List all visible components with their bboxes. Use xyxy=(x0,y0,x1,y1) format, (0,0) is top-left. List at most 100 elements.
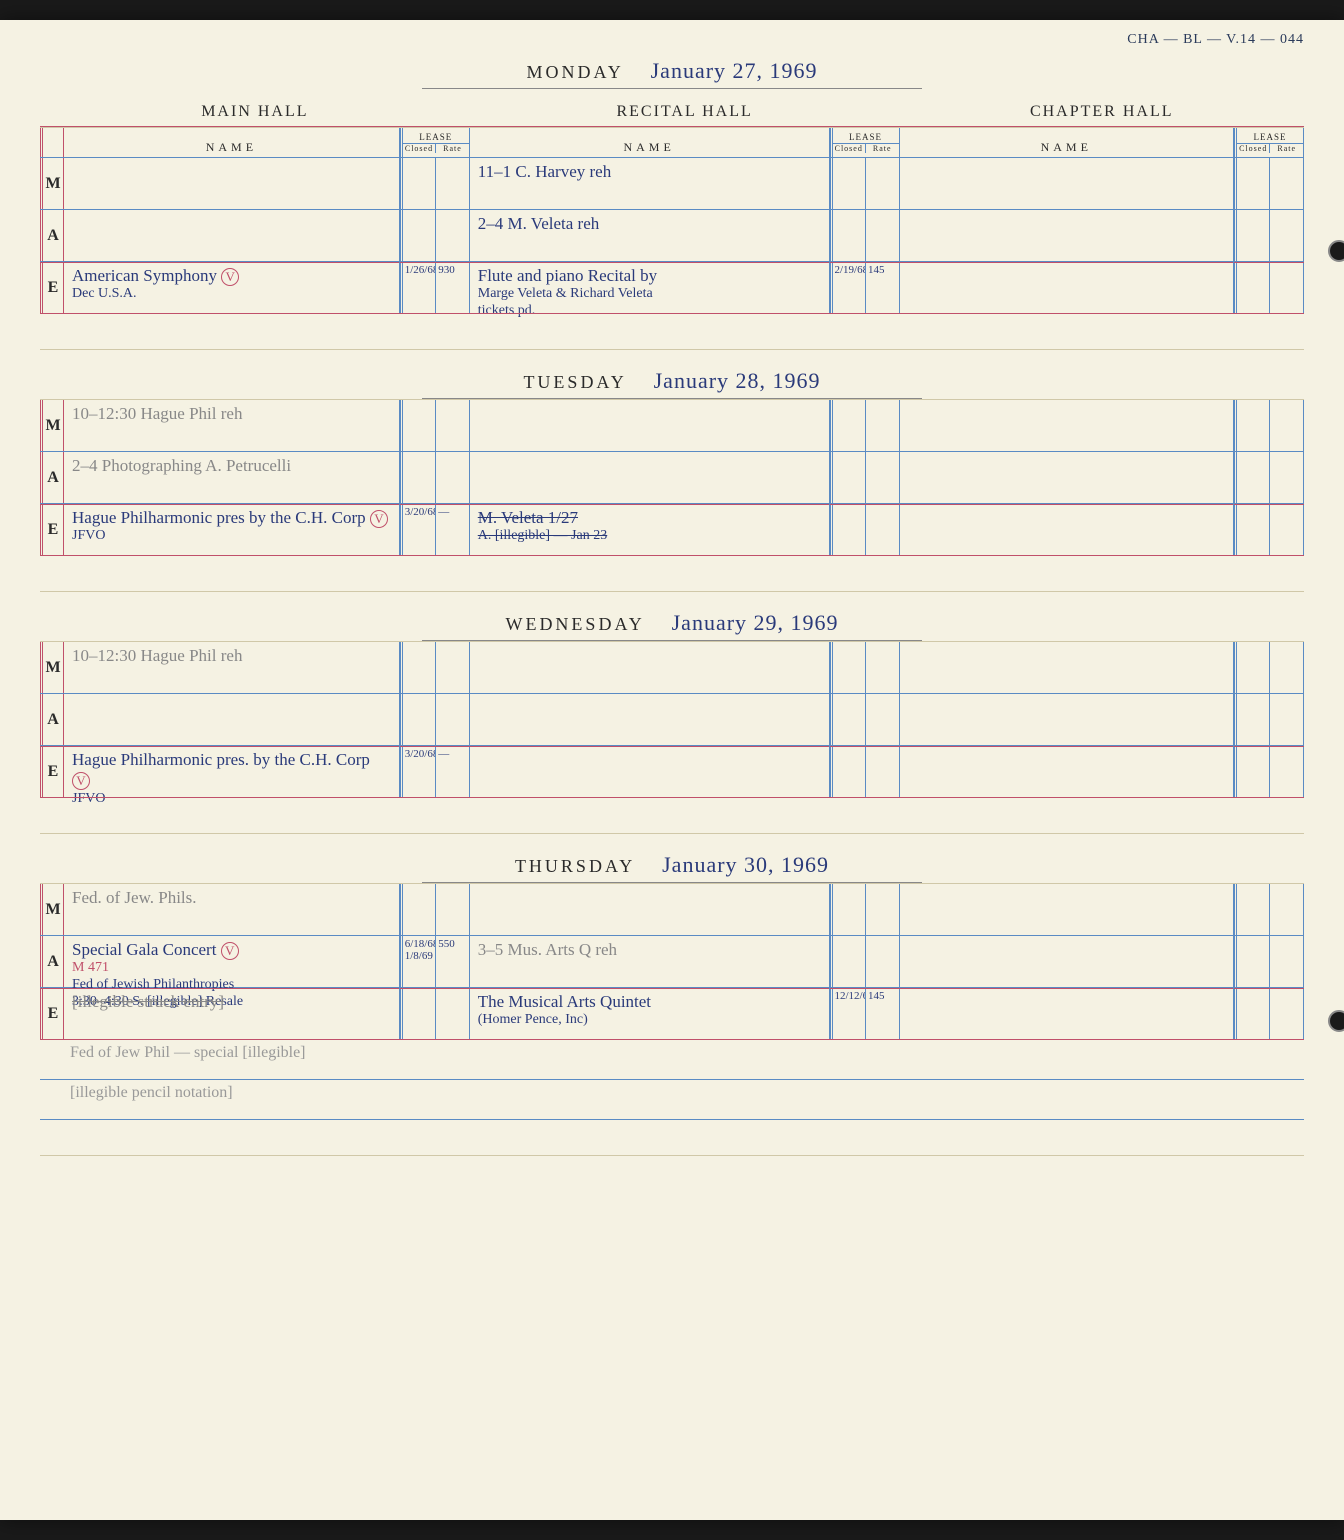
entry-cell xyxy=(900,452,1234,503)
day-header: THURSDAY January 30, 1969 xyxy=(422,844,922,883)
lease-cell xyxy=(1234,262,1304,313)
time-label: E xyxy=(40,988,64,1039)
check-circle-icon: V xyxy=(221,942,239,960)
lease-cell xyxy=(830,642,900,693)
entry-cell: 11–1 C. Harvey reh xyxy=(470,158,830,209)
check-circle-icon: V xyxy=(221,268,239,286)
entry-cell xyxy=(470,400,830,451)
time-label: A xyxy=(40,210,64,261)
days-container: MONDAY January 27, 1969 MAIN HALL RECITA… xyxy=(40,50,1304,1156)
day-date: January 28, 1969 xyxy=(654,368,821,393)
column-headers: NAME LEASE ClosedRate NAME LEASE ClosedR… xyxy=(40,128,1304,158)
entry-cell xyxy=(470,746,830,797)
time-label: E xyxy=(40,262,64,313)
time-label: A xyxy=(40,936,64,987)
entry-cell xyxy=(900,158,1234,209)
day-spacer xyxy=(40,1120,1304,1156)
entry-cell: 2–4 Photographing A. Petrucelli xyxy=(64,452,400,503)
lease-cell xyxy=(830,504,900,555)
hall-headers: MAIN HALL RECITAL HALL CHAPTER HALL xyxy=(40,97,1304,127)
ledger-row: E [illegible struck entry] The Musical A… xyxy=(40,988,1304,1040)
ledger-row: M 10–12:30 Hague Phil reh xyxy=(40,642,1304,694)
day-spacer xyxy=(40,556,1304,592)
ledger-row: A 2–4 Photographing A. Petrucelli xyxy=(40,452,1304,504)
entry-cell: Fed. of Jew. Phils. xyxy=(64,884,400,935)
lease-cell xyxy=(830,158,900,209)
ledger-grid: NAME LEASE ClosedRate NAME LEASE ClosedR… xyxy=(40,127,1304,314)
lease-cell xyxy=(830,936,900,987)
time-label: M xyxy=(40,884,64,935)
day-block: WEDNESDAY January 29, 1969 M 10–12:30 Ha… xyxy=(40,602,1304,834)
ledger-grid: M 10–12:30 Hague Phil reh A xyxy=(40,641,1304,798)
extra-notation-row: [illegible pencil notation] xyxy=(40,1080,1304,1120)
day-of-week: MONDAY xyxy=(526,62,623,82)
lease-cell xyxy=(830,452,900,503)
lease-cell: 3/20/68— xyxy=(400,504,470,555)
time-label: M xyxy=(40,158,64,209)
hall-header-chapter: CHAPTER HALL xyxy=(900,97,1304,127)
margin-column xyxy=(40,128,64,157)
entry-cell xyxy=(900,936,1234,987)
lease-cell xyxy=(1234,504,1304,555)
entry-cell xyxy=(900,884,1234,935)
lease-cell: 1/26/68930 xyxy=(400,262,470,313)
check-circle-icon: V xyxy=(370,510,388,528)
day-block: TUESDAY January 28, 1969 M 10–12:30 Hagu… xyxy=(40,360,1304,592)
ledger-row: M 11–1 C. Harvey reh xyxy=(40,158,1304,210)
lease-cell xyxy=(1234,452,1304,503)
entry-cell xyxy=(900,746,1234,797)
entry-cell: Flute and piano Recital byMarge Veleta &… xyxy=(470,262,830,313)
lease-cell xyxy=(1234,400,1304,451)
name-column-header: NAME xyxy=(64,128,400,157)
day-of-week: TUESDAY xyxy=(523,372,626,392)
lease-cell xyxy=(1234,642,1304,693)
day-date: January 30, 1969 xyxy=(662,852,829,877)
time-label: E xyxy=(40,746,64,797)
day-block: THURSDAY January 30, 1969 M Fed. of Jew.… xyxy=(40,844,1304,1156)
entry-cell: Hague Philharmonic pres by the C.H. Corp… xyxy=(64,504,400,555)
lease-cell xyxy=(400,210,470,261)
archive-reference: CHA — BL — V.14 — 044 xyxy=(1127,32,1304,48)
lease-cell xyxy=(400,400,470,451)
hall-header-recital: RECITAL HALL xyxy=(470,97,900,127)
time-label: A xyxy=(40,452,64,503)
entry-cell: 10–12:30 Hague Phil reh xyxy=(64,400,400,451)
entry-cell xyxy=(900,504,1234,555)
entry-cell: [illegible struck entry] xyxy=(64,988,400,1039)
hall-header-main: MAIN HALL xyxy=(40,97,470,127)
time-label: A xyxy=(40,694,64,745)
lease-cell xyxy=(400,158,470,209)
ledger-row: E Hague Philharmonic pres by the C.H. Co… xyxy=(40,504,1304,556)
name-column-header: NAME xyxy=(900,128,1234,157)
lease-cell: 6/18/681/8/69550 xyxy=(400,936,470,987)
lease-cell: 2/19/68145 xyxy=(830,262,900,313)
entry-cell: 3–5 Mus. Arts Q reh xyxy=(470,936,830,987)
ledger-row: M Fed. of Jew. Phils. xyxy=(40,884,1304,936)
lease-cell xyxy=(1234,694,1304,745)
ledger-grid: M Fed. of Jew. Phils. A Special Gala Con… xyxy=(40,883,1304,1120)
entry-cell xyxy=(900,694,1234,745)
lease-cell xyxy=(1234,988,1304,1039)
entry-cell: Hague Philharmonic pres. by the C.H. Cor… xyxy=(64,746,400,797)
day-of-week: THURSDAY xyxy=(515,856,635,876)
entry-cell xyxy=(64,694,400,745)
ledger-grid: M 10–12:30 Hague Phil reh A 2–4 Photogra… xyxy=(40,399,1304,556)
entry-cell xyxy=(900,642,1234,693)
ledger-row: M 10–12:30 Hague Phil reh xyxy=(40,400,1304,452)
day-header: WEDNESDAY January 29, 1969 xyxy=(422,602,922,641)
day-header: MONDAY January 27, 1969 xyxy=(422,50,922,89)
lease-cell xyxy=(400,642,470,693)
entry-cell xyxy=(64,210,400,261)
entry-cell: M. Veleta 1/27A. [illegible] — Jan 23 xyxy=(470,504,830,555)
lease-cell: 3/20/68— xyxy=(400,746,470,797)
extra-notation-row: Fed of Jew Phil — special [illegible] xyxy=(40,1040,1304,1080)
lease-column-header: LEASE ClosedRate xyxy=(1234,128,1304,157)
entry-cell: 2–4 M. Veleta reh xyxy=(470,210,830,261)
entry-cell xyxy=(64,158,400,209)
lease-cell xyxy=(400,988,470,1039)
ledger-page: CHA — BL — V.14 — 044 MONDAY January 27,… xyxy=(0,20,1344,1520)
time-label: M xyxy=(40,400,64,451)
day-of-week: WEDNESDAY xyxy=(505,614,644,634)
lease-cell xyxy=(830,210,900,261)
time-label: E xyxy=(40,504,64,555)
